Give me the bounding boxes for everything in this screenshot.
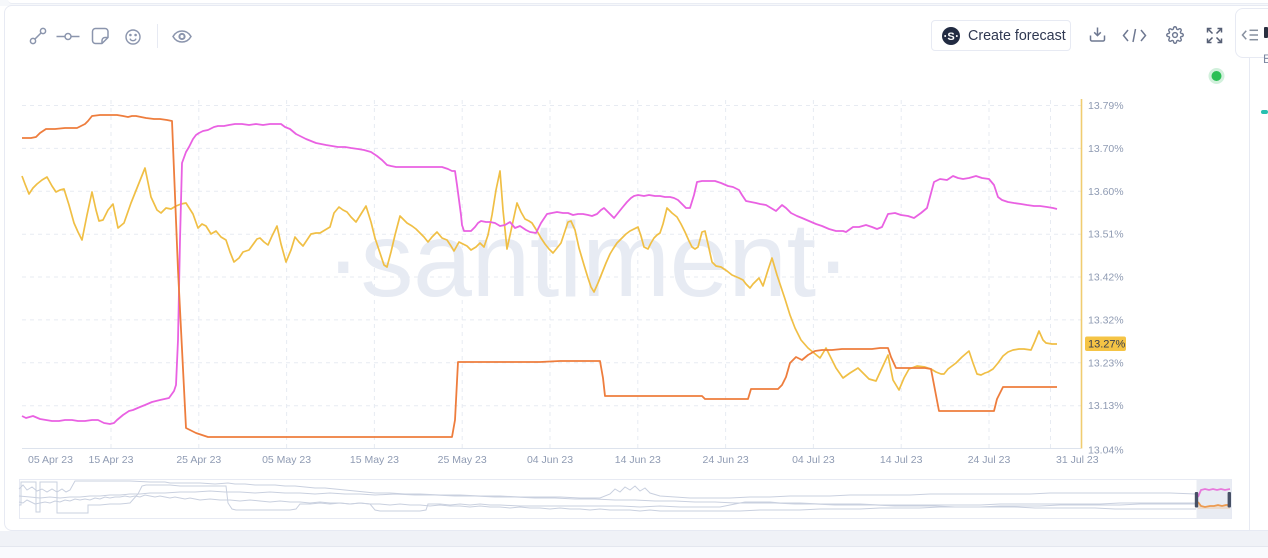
svg-text:24 Jun 23: 24 Jun 23 — [703, 454, 749, 466]
svg-text:04 Jun 23: 04 Jun 23 — [527, 454, 573, 466]
svg-text:13.04%: 13.04% — [1088, 445, 1124, 457]
svg-text:05 May 23: 05 May 23 — [262, 454, 311, 466]
svg-text:13.42%: 13.42% — [1088, 272, 1124, 284]
svg-text:31 Jul 23: 31 Jul 23 — [1056, 454, 1099, 466]
svg-text:25 Apr 23: 25 Apr 23 — [176, 454, 221, 466]
svg-text:04 Jul 23: 04 Jul 23 — [792, 454, 835, 466]
svg-text:S: S — [947, 31, 954, 43]
svg-text:13.51%: 13.51% — [1088, 229, 1124, 241]
svg-text:13.23%: 13.23% — [1088, 357, 1124, 369]
svg-text:15 Apr 23: 15 Apr 23 — [89, 454, 134, 466]
svg-text:13.60%: 13.60% — [1088, 186, 1124, 198]
svg-text:15 May 23: 15 May 23 — [350, 454, 399, 466]
svg-text:05 Apr 23: 05 Apr 23 — [28, 454, 73, 466]
svg-text:14 Jun 23: 14 Jun 23 — [615, 454, 661, 466]
svg-text:13.27%: 13.27% — [1088, 339, 1126, 351]
svg-text:25 May 23: 25 May 23 — [438, 454, 487, 466]
svg-text:24 Jul 23: 24 Jul 23 — [968, 454, 1011, 466]
svg-text:13.13%: 13.13% — [1088, 400, 1124, 412]
svg-text:13.70%: 13.70% — [1088, 143, 1124, 155]
svg-text:13.32%: 13.32% — [1088, 314, 1124, 326]
svg-text:13.79%: 13.79% — [1088, 100, 1124, 112]
svg-text:14 Jul 23: 14 Jul 23 — [880, 454, 923, 466]
svg-text:·santiment·: ·santiment· — [326, 201, 851, 319]
